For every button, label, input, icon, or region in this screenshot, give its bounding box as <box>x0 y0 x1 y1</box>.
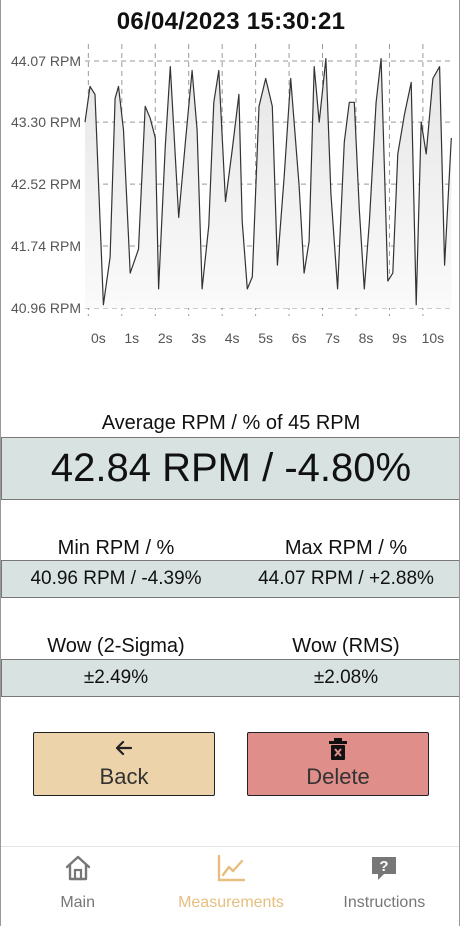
wow-sigma-value: ±2.49% <box>83 667 149 688</box>
y-tick-label: 41.74 RPM <box>11 238 81 254</box>
tab-measurements[interactable]: Measurements <box>154 847 307 926</box>
delete-button-label: Delete <box>306 764 370 789</box>
home-icon <box>63 853 93 894</box>
y-tick-label: 44.07 RPM <box>11 53 81 69</box>
x-tick-label: 0s <box>91 330 106 346</box>
x-tick-label: 4s <box>225 330 240 346</box>
wow-rms-value: ±2.08% <box>313 667 379 688</box>
tab-main[interactable]: Main <box>1 847 154 926</box>
chart-icon <box>216 853 246 894</box>
average-value: 42.84 RPM / -4.80% <box>50 446 412 490</box>
x-tick-label: 3s <box>191 330 206 346</box>
average-label: Average RPM / % of 45 RPM <box>101 412 361 434</box>
x-tick-label: 7s <box>325 330 340 346</box>
question-icon: ? <box>369 853 399 894</box>
min-value: 40.96 RPM / -4.39% <box>30 568 202 589</box>
arrow-left-icon <box>114 738 134 762</box>
rpm-line-chart: 44.07 RPM 43.30 RPM 42.52 RPM 41.74 RPM 40.9… <box>11 44 453 346</box>
average-value-box: 42.84 RPM / -4.80% <box>1 437 459 500</box>
tab-main-label: Main <box>60 894 95 911</box>
y-tick-label: 42.52 RPM <box>11 176 81 192</box>
wow-sigma-label: Wow (2-Sigma) <box>47 635 185 657</box>
min-label: Min RPM / % <box>57 537 175 559</box>
x-tick-label: 6s <box>292 330 307 346</box>
measurement-timestamp: 06/04/2023 15:30:21 <box>116 8 346 35</box>
x-tick-label: 9s <box>392 330 407 346</box>
rpm-series-line <box>84 58 452 306</box>
min-max-value-box <box>1 560 459 598</box>
back-button-label: Back <box>99 764 149 789</box>
max-label: Max RPM / % <box>284 537 408 559</box>
x-tick-label: 2s <box>158 330 173 346</box>
back-button[interactable]: Back <box>33 732 215 796</box>
wow-value-box <box>1 659 459 697</box>
trash-icon <box>329 738 347 762</box>
delete-button[interactable]: Delete <box>247 732 429 796</box>
x-tick-label: 1s <box>124 330 139 346</box>
x-tick-label: 5s <box>258 330 273 346</box>
x-tick-label: 8s <box>359 330 374 346</box>
x-tick-label: 10s <box>422 330 445 346</box>
svg-text:?: ? <box>380 858 389 875</box>
tab-instructions-label: Instructions <box>343 894 426 911</box>
tab-measurements-label: Measurements <box>178 894 284 911</box>
bottom-tab-bar: Main Measurements ? Instructions <box>1 846 459 926</box>
tab-instructions[interactable]: ? Instructions <box>308 847 459 926</box>
y-tick-label: 40.96 RPM <box>11 300 81 316</box>
max-value: 44.07 RPM / +2.88% <box>258 568 434 589</box>
y-tick-label: 43.30 RPM <box>11 114 81 130</box>
rpm-area-fill <box>85 58 452 308</box>
wow-rms-label: Wow (RMS) <box>292 635 400 657</box>
